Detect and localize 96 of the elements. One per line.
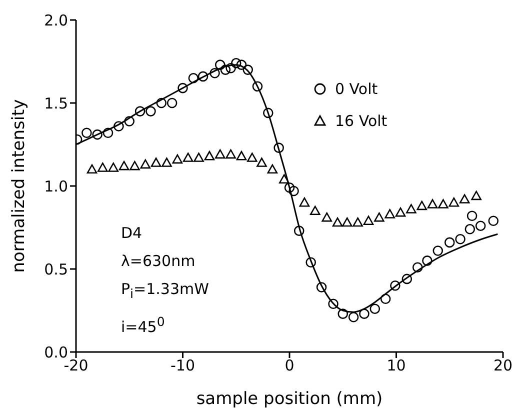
point bbox=[124, 116, 135, 126]
point bbox=[204, 150, 215, 160]
legend-label: 0 Volt bbox=[335, 80, 378, 98]
point bbox=[380, 294, 391, 304]
point bbox=[488, 216, 499, 226]
x-tick-label: 0 bbox=[284, 356, 294, 375]
x-axis-title: sample position (mm) bbox=[196, 389, 383, 409]
point bbox=[242, 64, 254, 75]
y-tick-label: 1.5 bbox=[44, 94, 68, 112]
point bbox=[427, 199, 438, 208]
point bbox=[464, 224, 476, 234]
point bbox=[416, 200, 428, 210]
point bbox=[118, 160, 130, 170]
y-tick-label: 2.0 bbox=[44, 11, 68, 30]
point bbox=[182, 152, 194, 162]
point bbox=[359, 308, 370, 319]
point bbox=[86, 164, 98, 174]
point bbox=[263, 108, 274, 118]
point bbox=[384, 209, 395, 218]
point bbox=[236, 150, 247, 160]
annotation: P$_{i}$=1.33mW bbox=[121, 279, 209, 304]
point bbox=[230, 58, 242, 68]
point bbox=[150, 158, 162, 167]
point bbox=[342, 217, 352, 227]
point bbox=[294, 226, 304, 236]
point bbox=[332, 217, 343, 227]
point bbox=[328, 298, 338, 310]
x-tick-label: 20 bbox=[493, 356, 513, 375]
point bbox=[455, 234, 466, 244]
point bbox=[370, 304, 380, 314]
point bbox=[214, 60, 226, 70]
point bbox=[306, 257, 316, 268]
y-tick-label: 0.5 bbox=[44, 260, 68, 278]
point bbox=[140, 159, 151, 169]
point bbox=[448, 197, 460, 207]
point bbox=[220, 64, 231, 75]
point bbox=[134, 106, 146, 116]
point bbox=[438, 199, 448, 208]
point bbox=[299, 197, 310, 207]
point bbox=[156, 98, 167, 108]
point bbox=[92, 129, 102, 140]
point bbox=[338, 308, 348, 319]
point bbox=[198, 71, 208, 82]
point bbox=[274, 142, 284, 153]
point bbox=[466, 210, 478, 222]
point bbox=[459, 194, 470, 204]
point bbox=[471, 190, 482, 200]
point bbox=[310, 206, 320, 216]
point bbox=[236, 60, 247, 70]
point bbox=[267, 164, 278, 174]
y-tick-label: 1.0 bbox=[44, 177, 68, 196]
point bbox=[395, 207, 406, 217]
point bbox=[108, 162, 119, 172]
point bbox=[284, 182, 295, 193]
point bbox=[114, 121, 124, 132]
point bbox=[406, 204, 416, 214]
point bbox=[363, 216, 374, 226]
annotation: D4 bbox=[121, 223, 144, 244]
point bbox=[210, 68, 220, 78]
point bbox=[162, 158, 172, 167]
point bbox=[226, 149, 236, 159]
annotation: λ=630nm bbox=[121, 251, 196, 272]
point bbox=[352, 217, 363, 227]
point bbox=[444, 237, 455, 248]
y-axis-title: normalized intensity bbox=[9, 99, 30, 273]
point bbox=[214, 149, 226, 159]
point bbox=[475, 220, 486, 231]
point bbox=[98, 162, 108, 172]
point bbox=[432, 246, 444, 256]
point bbox=[288, 186, 299, 196]
point bbox=[374, 212, 384, 222]
point bbox=[412, 262, 423, 272]
point bbox=[194, 152, 204, 162]
point bbox=[178, 82, 188, 94]
x-tick-label: -10 bbox=[170, 356, 195, 375]
point bbox=[82, 128, 92, 138]
point bbox=[422, 256, 432, 266]
point bbox=[316, 282, 327, 292]
point bbox=[390, 280, 400, 291]
point bbox=[102, 128, 114, 138]
point bbox=[322, 212, 332, 222]
point bbox=[188, 72, 199, 84]
point bbox=[172, 154, 183, 164]
point bbox=[256, 158, 267, 167]
point bbox=[166, 98, 178, 108]
point bbox=[246, 152, 258, 162]
point bbox=[146, 106, 156, 116]
point bbox=[130, 160, 140, 170]
point bbox=[279, 174, 290, 184]
annotation: i=45$^{0}$ bbox=[121, 313, 166, 338]
legend-label: 16 Volt bbox=[335, 112, 388, 130]
point bbox=[252, 81, 263, 92]
point bbox=[348, 312, 359, 322]
point bbox=[402, 274, 412, 284]
point bbox=[226, 62, 236, 74]
x-tick-label: 10 bbox=[386, 356, 406, 375]
